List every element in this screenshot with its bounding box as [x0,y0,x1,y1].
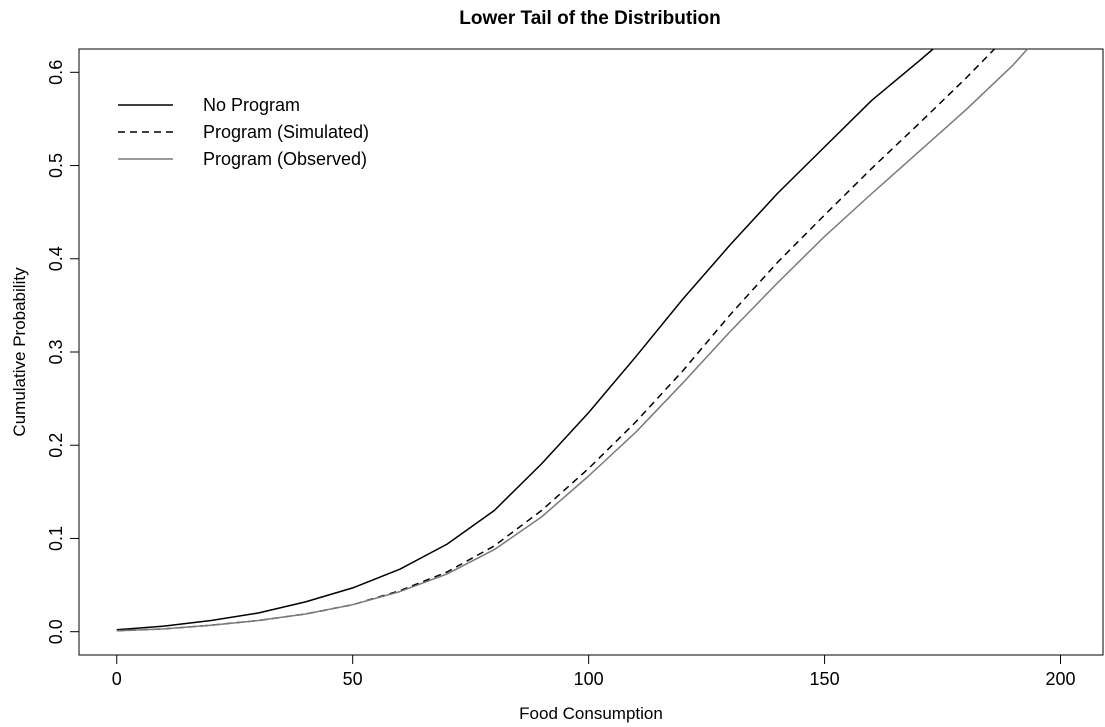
y-tick-label: 0.2 [46,433,66,458]
x-tick-label: 200 [1046,669,1076,689]
legend-label: Program (Simulated) [203,122,369,142]
y-tick-label: 0.1 [46,526,66,551]
series-lines [116,48,1029,632]
y-tick-label: 0.3 [46,339,66,364]
y-tick-label: 0.0 [46,619,66,644]
series-line [116,48,1029,632]
x-axis: 0 50 100 150 200 [112,654,1076,689]
y-tick-label: 0.4 [46,246,66,271]
series-line [116,48,934,631]
y-tick-label: 0.5 [46,153,66,178]
x-tick-label: 50 [343,669,363,689]
x-tick-label: 0 [112,669,122,689]
legend-label: Program (Observed) [203,149,367,169]
x-tick-label: 150 [810,669,840,689]
y-tick-label: 0.6 [46,60,66,85]
chart-title: Lower Tail of the Distribution [459,8,720,29]
y-axis-label: Cumulative Probability [10,267,29,437]
y-axis: 0.0 0.1 0.2 0.3 0.4 0.5 0.6 [46,60,80,644]
legend: No Program Program (Simulated) Program (Ob… [118,95,369,169]
x-tick-label: 100 [574,669,604,689]
x-axis-label: Food Consumption [519,704,663,723]
legend-label: No Program [203,95,300,115]
